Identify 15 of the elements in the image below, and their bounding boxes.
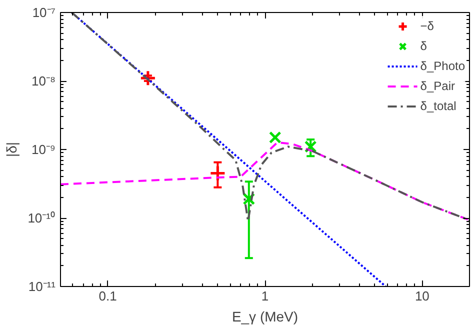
legend-label: δ_Photo xyxy=(420,59,465,73)
y-tick-label: 10⁻⁷ xyxy=(32,5,56,20)
x-tick-label: 0.1 xyxy=(98,288,117,304)
legend-label: −δ xyxy=(420,19,435,33)
legend-label: δ_Pair xyxy=(420,79,455,93)
y-tick-label: 10⁻¹⁰ xyxy=(28,210,56,226)
y-axis-title: |δ| xyxy=(4,142,20,158)
legend-label: δ xyxy=(420,39,428,53)
y-tick-label: 10⁻⁸ xyxy=(32,74,56,88)
y-tick-label: 10⁻¹¹ xyxy=(28,279,56,294)
x-tick-label: 10 xyxy=(414,288,430,304)
x-tick-label: 1 xyxy=(261,288,269,304)
y-tick-label: 10⁻⁹ xyxy=(31,142,56,157)
x-axis-title: E_γ (MeV) xyxy=(232,308,298,324)
legend-label: δ_total xyxy=(420,99,456,113)
